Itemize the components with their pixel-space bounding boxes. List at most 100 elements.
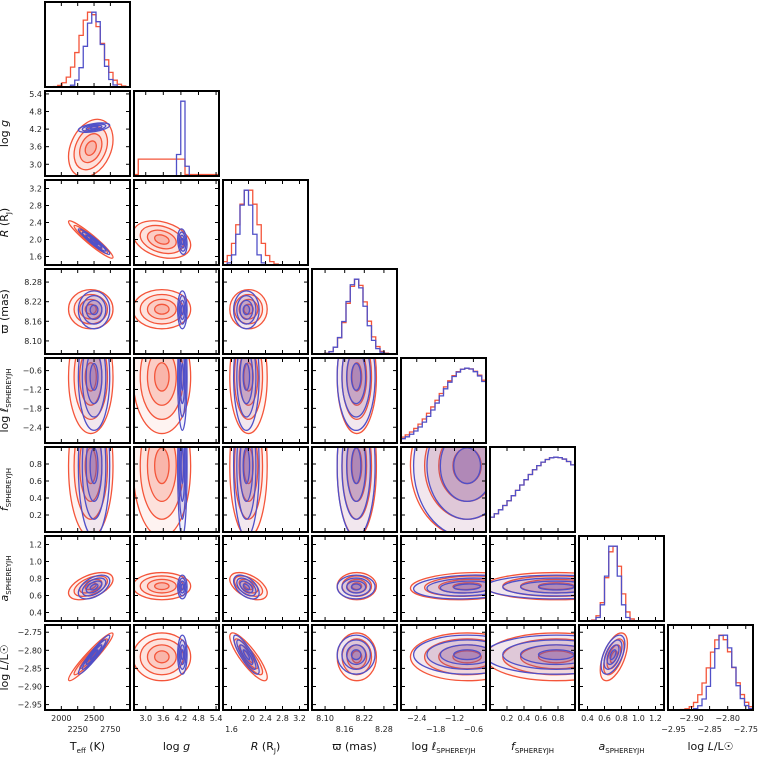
contour-b-level-1 <box>341 447 372 520</box>
contour-panel-3-2 <box>222 268 309 355</box>
y-axis-label-5: fSPHEREYJH <box>0 468 13 511</box>
y-tick-label: −1.8 <box>23 404 42 413</box>
x-tick-label: 0.8 <box>552 714 565 723</box>
contour-b-level-1 <box>81 123 107 132</box>
histogram-series-a <box>45 11 130 87</box>
contour-b-level-3 <box>180 362 185 391</box>
x-tick-label: 2.8 <box>276 714 289 723</box>
contour-panel-7-4 <box>400 624 487 711</box>
contour-b-level-3 <box>89 362 99 391</box>
contour-b-level-0 <box>412 447 486 532</box>
contour-a-level-2 <box>146 298 177 320</box>
x-axis-label-7: log L/L☉ <box>687 740 733 753</box>
histogram-series-a <box>490 456 575 532</box>
contour-b-level-3 <box>350 447 362 485</box>
panel-frame <box>133 268 220 355</box>
contour-a-level-3 <box>452 650 482 664</box>
contour-panel-5-1 <box>133 446 220 533</box>
x-tick-label: 3.6 <box>157 714 170 723</box>
contour-a-level-2 <box>146 358 177 406</box>
contour-b-level-3 <box>180 583 185 591</box>
contour-a-level-2 <box>146 578 177 594</box>
y-tick-label: 1.6 <box>29 253 42 262</box>
panel-frame <box>133 357 220 444</box>
contour-b-level-2 <box>239 358 254 405</box>
x-tick-label: 5.4 <box>210 714 223 723</box>
contour-panel-6-2 <box>222 535 309 622</box>
panel-frame <box>44 179 131 266</box>
contour-b-level-2 <box>85 358 103 405</box>
contour-b-level-3 <box>180 304 185 316</box>
y-tick-label: 2.8 <box>29 202 42 211</box>
histogram-series-b <box>312 278 397 354</box>
contour-b-level-2 <box>346 580 367 594</box>
y-tick-label: −2.75 <box>17 628 42 637</box>
panel-frame <box>311 624 398 711</box>
x-axis-label-4: log ℓSPHEREYJH <box>411 740 475 755</box>
contour-b-level-2 <box>346 644 367 666</box>
panel-frame <box>44 268 131 355</box>
contour-panel-7-6 <box>578 624 665 711</box>
x-axis-label-6: aSPHEREYJH <box>599 740 645 755</box>
x-axis-label-1: log g <box>163 740 190 753</box>
x-tick-label: 8.22 <box>355 714 373 723</box>
contour-a-level-1 <box>233 447 264 520</box>
histogram-panel-4 <box>400 357 487 444</box>
panel-frame <box>44 624 131 711</box>
panel-frame <box>400 624 487 711</box>
x-tick-label: 2.4 <box>259 714 272 723</box>
x-tick-label: 0.4 <box>518 714 531 723</box>
contour-b-level-1 <box>81 577 107 597</box>
contour-b-level-0 <box>77 574 111 600</box>
contour-b-level-3 <box>537 649 575 661</box>
contour-b-level-2 <box>179 358 186 405</box>
histogram-series-b <box>579 545 664 621</box>
contour-b-level-2 <box>439 644 486 666</box>
contour-b-level-0 <box>412 634 486 675</box>
contour-a-level-3 <box>153 582 170 591</box>
y-tick-label: 8.28 <box>24 278 42 287</box>
contour-panel-6-3 <box>311 535 398 622</box>
y-tick-label: 0.6 <box>29 477 42 486</box>
contour-b-level-0 <box>336 358 376 432</box>
panel-frame <box>400 357 487 444</box>
contour-b-level-3 <box>89 125 99 130</box>
x-tick-label: 2000 <box>51 714 71 723</box>
contour-a-level-2 <box>79 133 103 164</box>
contour-b-level-3 <box>350 649 362 661</box>
x-tick-label: −2.95 <box>661 725 686 734</box>
histogram-series-a <box>312 278 397 354</box>
contour-b-level-3 <box>242 447 251 485</box>
contour-b-level-0 <box>77 358 111 432</box>
contour-panel-4-2 <box>222 357 309 444</box>
y-tick-label: 0.8 <box>29 460 42 469</box>
contour-a-level-1 <box>233 358 264 421</box>
y-axis-label-7: log L/L☉ <box>0 644 11 690</box>
contour-b-level-3 <box>89 583 99 591</box>
y-axis-label-1: log g <box>0 120 11 147</box>
contour-panel-3-0 <box>44 268 131 355</box>
x-axis-label-0: Teff (K) <box>69 740 105 755</box>
contour-b-level-0 <box>336 634 376 675</box>
contour-b-level-2 <box>239 299 254 320</box>
x-tick-label: 0.4 <box>581 714 594 723</box>
y-tick-label: 0.6 <box>29 592 42 601</box>
y-tick-label: 3.0 <box>29 160 42 169</box>
contour-panel-2-0 <box>44 179 131 266</box>
y-axis-label-3: ϖ (mas) <box>0 289 11 334</box>
x-tick-label: 3.2 <box>293 714 306 723</box>
y-tick-label: 0.4 <box>29 609 42 618</box>
x-tick-label: 8.10 <box>316 714 334 723</box>
contour-b-level-1 <box>341 358 372 418</box>
contour-b-level-2 <box>179 299 186 320</box>
x-tick-label: −1.2 <box>445 714 464 723</box>
x-tick-label: 1.2 <box>649 714 662 723</box>
histogram-panel-7 <box>667 624 754 711</box>
x-tick-label: 0.8 <box>615 714 628 723</box>
contour-a-level-0 <box>134 288 192 330</box>
contour-b-level-1 <box>426 639 486 670</box>
contour-a-level-1 <box>139 224 185 255</box>
contour-a-level-2 <box>146 229 177 250</box>
y-tick-label: −1.2 <box>23 385 42 394</box>
histogram-panel-5 <box>489 446 576 533</box>
